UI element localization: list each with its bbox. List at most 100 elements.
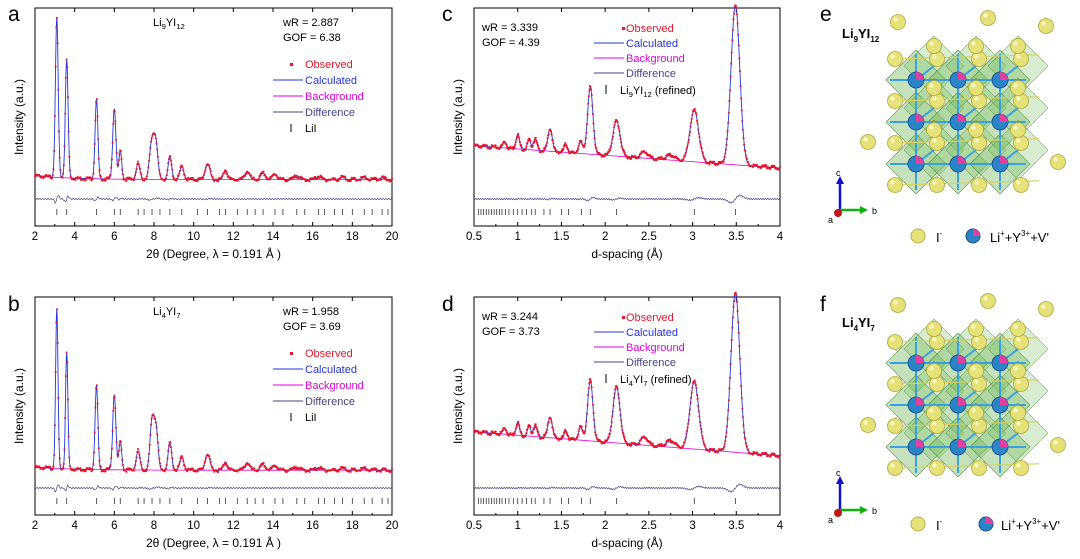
observed-point <box>59 464 62 467</box>
observed-point <box>545 144 548 147</box>
observed-point <box>293 174 296 177</box>
observed-point <box>473 430 475 433</box>
observed-point <box>733 293 736 296</box>
observed-point <box>45 174 47 176</box>
observed-point <box>702 154 705 157</box>
observed-point <box>57 397 60 399</box>
cation-wedge <box>916 355 924 363</box>
cation-legend-ball-wedge <box>986 517 993 524</box>
observed-point <box>552 142 555 145</box>
stat-wr: wR = 1.958 <box>282 306 339 318</box>
iodide-highlight <box>974 54 979 59</box>
observed-point <box>56 308 58 311</box>
observed-point <box>617 393 620 396</box>
observed-point <box>606 153 608 156</box>
observed-point <box>244 174 246 177</box>
observed-point <box>139 168 141 170</box>
observed-point <box>242 466 244 469</box>
x-tick-label: 12 <box>227 231 240 243</box>
observed-point <box>103 178 106 180</box>
observed-point <box>550 418 552 421</box>
observed-point <box>212 178 215 181</box>
observed-point <box>350 176 353 179</box>
observed-point <box>586 123 588 125</box>
legend-label: Difference <box>305 396 355 408</box>
observed-point <box>288 178 290 181</box>
observed-point <box>549 417 552 420</box>
axes-triad-e: c a b <box>828 168 877 225</box>
observed-point <box>742 424 745 427</box>
chart-d: 0.5 1 1.5 2 2.5 3 3.5 4 d-spacing (Å) Intensity (… <box>451 291 784 550</box>
observed-point <box>52 465 55 468</box>
observed-point <box>89 467 92 470</box>
observed-point <box>512 148 515 151</box>
observed-point <box>248 463 251 466</box>
observed-point <box>159 464 162 467</box>
observed-point <box>97 447 100 450</box>
iodide-sphere <box>1010 80 1026 96</box>
iodide-highlight <box>1016 138 1021 143</box>
observed-point <box>76 175 79 178</box>
stat-wr: wR = 3.244 <box>481 311 538 323</box>
observed-point <box>133 176 136 179</box>
observed-point <box>305 180 308 183</box>
iodide-sphere <box>890 14 906 30</box>
observed-point <box>694 381 697 384</box>
observed-point <box>756 164 758 166</box>
observed-point <box>149 433 152 436</box>
observed-point <box>722 161 725 163</box>
observed-point <box>512 434 515 437</box>
observed-point <box>140 463 143 466</box>
iodide-highlight <box>932 463 937 468</box>
observed-point <box>163 470 166 473</box>
observed-point <box>600 440 602 443</box>
cation-wedge <box>1000 355 1008 363</box>
observed-point <box>763 451 766 454</box>
observed-point <box>677 158 680 161</box>
x-tick-label: 14 <box>267 520 280 532</box>
observed-point <box>659 157 662 160</box>
observed-point <box>670 154 672 157</box>
observed-point <box>747 161 750 163</box>
observed-point <box>741 120 744 123</box>
observed-point <box>354 469 357 472</box>
observed-point <box>156 433 159 435</box>
observed-point <box>652 156 654 159</box>
panel-label-d: d <box>442 293 454 316</box>
observed-point <box>93 143 96 145</box>
x-tick-label: 16 <box>306 231 319 243</box>
observed-point <box>158 457 161 460</box>
iodide-highlight <box>974 463 979 468</box>
observed-point <box>611 415 614 418</box>
observed-point <box>514 430 517 433</box>
cation-wedge <box>916 439 924 447</box>
observed-point <box>677 445 680 447</box>
observed-points <box>473 291 781 459</box>
observed-point <box>550 133 553 136</box>
observed-point <box>86 177 89 180</box>
observed-point <box>742 137 745 139</box>
iodide-highlight <box>929 125 934 130</box>
observed-point <box>554 147 557 150</box>
observed-point <box>145 178 148 181</box>
observed-point <box>538 434 541 436</box>
observed-point <box>671 440 674 443</box>
observed-point <box>733 12 735 15</box>
observed-point <box>183 464 185 466</box>
observed-point <box>618 402 621 404</box>
observed-point <box>352 176 355 179</box>
observed-point <box>683 155 686 158</box>
observed-point <box>179 460 181 463</box>
observed-point <box>69 465 71 468</box>
observed-point <box>376 179 378 182</box>
observed-point <box>765 165 768 167</box>
observed-point <box>211 467 214 469</box>
observed-point <box>577 147 580 150</box>
observed-point <box>501 144 504 146</box>
structure-f: Li4YI7 c a b I- Li++Y3++V' <box>828 293 1066 533</box>
structure-f-model <box>860 293 1066 478</box>
observed-point <box>141 467 143 470</box>
cation-legend-label: Li++Y3++V' <box>990 229 1049 245</box>
observed-point <box>572 437 575 440</box>
observed-point <box>630 444 632 447</box>
